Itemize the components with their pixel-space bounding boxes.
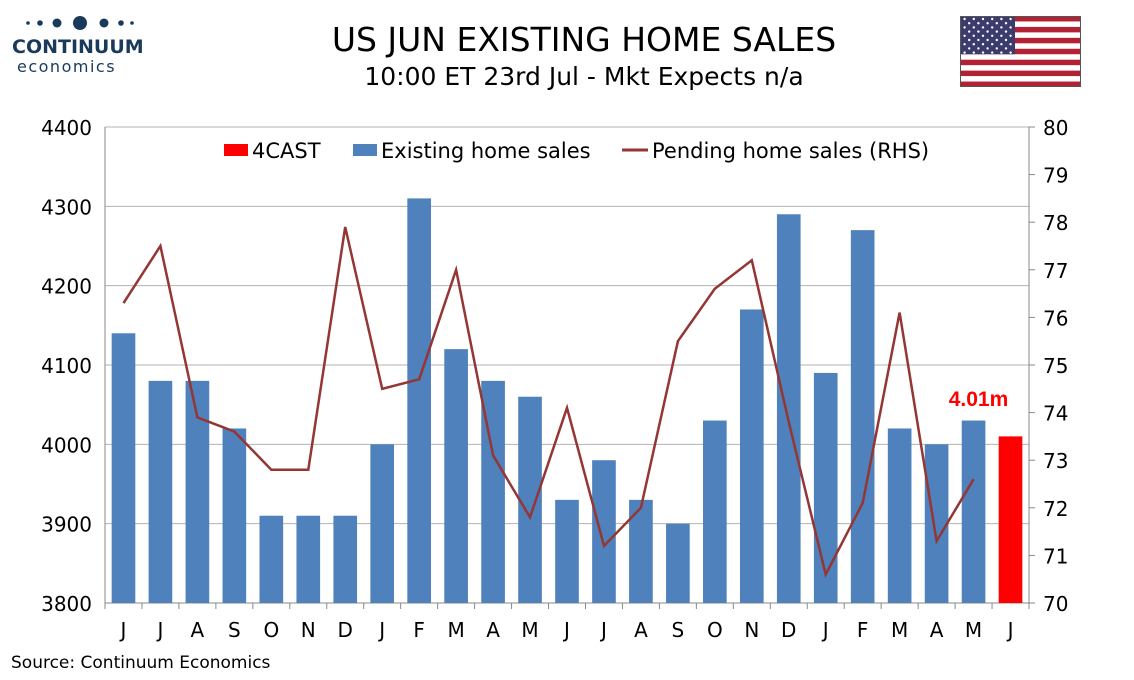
x-tick-label: M <box>891 618 908 642</box>
bar <box>481 380 505 603</box>
y-left-tick-label: 3800 <box>41 592 92 616</box>
bar <box>370 444 395 603</box>
brand-tagline: economics <box>17 57 117 76</box>
bar <box>111 333 136 603</box>
pending-sales-line <box>122 226 975 578</box>
bar <box>813 372 838 603</box>
legend: 4CAST Existing home sales Pending home sal… <box>224 139 929 163</box>
x-tick-label: J <box>1006 618 1014 642</box>
x-tick-label: F <box>413 618 425 642</box>
bar <box>850 230 875 603</box>
bar <box>333 515 358 603</box>
bar <box>296 515 321 603</box>
y-right-tick-label: 74 <box>1043 402 1068 426</box>
bar <box>407 198 431 603</box>
brand-logo: CONTINUUM economics <box>10 12 144 82</box>
y-left-tick-label: 4000 <box>41 433 92 457</box>
x-tick-label: S <box>672 618 685 642</box>
y-left-tick-label: 4200 <box>41 275 92 299</box>
x-tick-label: M <box>965 618 982 642</box>
x-tick-label: D <box>781 618 796 642</box>
legend-label-existing: Existing home sales <box>381 139 591 163</box>
bar <box>444 349 468 603</box>
legend-label-pending: Pending home sales (RHS) <box>652 139 929 163</box>
dotted-logo-icon <box>26 16 134 30</box>
y-right-tick-label: 75 <box>1043 354 1068 378</box>
y-left-tick-label: 3900 <box>41 513 92 537</box>
legend-swatch-4cast <box>224 144 248 156</box>
y-left-tick-label: 4100 <box>41 354 92 378</box>
bar <box>739 309 764 603</box>
x-tick-label: F <box>857 618 869 642</box>
y-right-tick-label: 72 <box>1043 497 1068 521</box>
source-note: Source: Continuum Economics <box>11 653 271 673</box>
y-right-tick-label: 73 <box>1043 449 1068 473</box>
x-tick-label: N <box>301 618 316 642</box>
y-right-tick-label: 76 <box>1043 306 1068 330</box>
y-right-tick-label: 79 <box>1043 164 1068 188</box>
bar <box>629 499 653 603</box>
bar <box>961 420 986 603</box>
forecast-annotation: 4.01m <box>949 388 1009 411</box>
y-left-tick-label: 4400 <box>41 116 92 140</box>
legend-label-4cast: 4CAST <box>252 139 321 163</box>
x-tick-label: O <box>263 618 279 642</box>
y-left-tick-label: 4300 <box>41 195 92 219</box>
x-tick-label: O <box>707 618 723 642</box>
x-tick-label: N <box>744 618 759 642</box>
x-tick-label: J <box>562 618 570 642</box>
x-tick-label: J <box>821 618 829 642</box>
bar <box>259 515 284 603</box>
bar <box>666 523 690 603</box>
x-tick-label: A <box>930 618 944 642</box>
bar <box>148 380 173 603</box>
x-tick-label: A <box>486 618 500 642</box>
y-right-tick-label: 70 <box>1043 592 1068 616</box>
forecast-bar <box>998 436 1023 603</box>
chart-title: US JUN EXISTING HOME SALES <box>331 20 837 59</box>
y-right-tick-label: 77 <box>1043 259 1068 283</box>
x-tick-label: J <box>119 618 127 642</box>
x-tick-label: S <box>228 618 241 642</box>
x-tick-label: J <box>155 618 163 642</box>
x-tick-label: D <box>338 618 353 642</box>
bar <box>887 428 912 603</box>
us-flag-icon <box>960 16 1081 87</box>
chart-subtitle: 10:00 ET 23rd Jul - Mkt Expects n/a <box>364 62 804 91</box>
x-tick-label: M <box>521 618 538 642</box>
x-tick-label: J <box>377 618 385 642</box>
bar <box>776 214 801 603</box>
bar <box>222 428 247 603</box>
x-tick-label: M <box>447 618 464 642</box>
bar <box>924 444 949 603</box>
bar <box>518 396 542 603</box>
x-tick-label: A <box>634 618 648 642</box>
bar <box>703 420 727 603</box>
y-right-tick-label: 80 <box>1043 116 1068 140</box>
y-right-tick-label: 78 <box>1043 211 1068 235</box>
bar <box>185 380 210 603</box>
x-tick-label: A <box>191 618 205 642</box>
bar <box>555 499 579 603</box>
y-right-tick-label: 71 <box>1043 544 1068 568</box>
brand-name: CONTINUUM <box>12 36 144 58</box>
legend-swatch-existing <box>353 144 377 156</box>
x-tick-label: J <box>599 618 607 642</box>
bar <box>592 460 616 603</box>
